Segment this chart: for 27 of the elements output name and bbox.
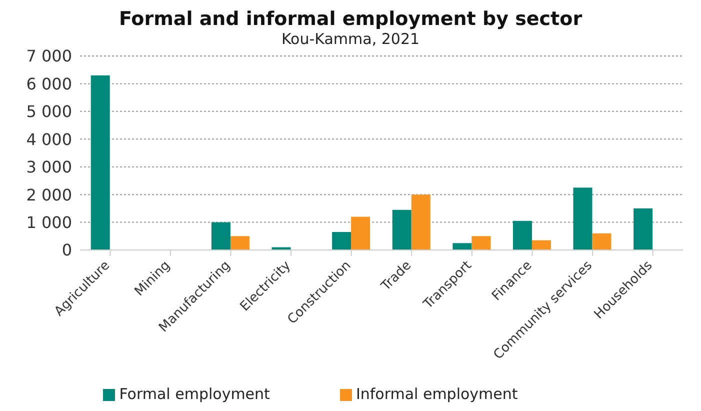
bar bbox=[392, 210, 412, 250]
bar bbox=[634, 208, 653, 250]
bar bbox=[90, 75, 110, 250]
bar bbox=[592, 233, 612, 250]
chart-subtitle: Kou-Kamma, 2021 bbox=[280, 30, 421, 48]
bar bbox=[512, 220, 532, 250]
y-tick-label: 5 000 bbox=[26, 102, 72, 122]
bar bbox=[272, 247, 291, 250]
bar bbox=[532, 240, 551, 250]
bar bbox=[452, 243, 472, 250]
y-tick-label: 0 bbox=[62, 240, 72, 260]
y-tick-label: 4 000 bbox=[26, 130, 72, 149]
y-tick-label: 7 000 bbox=[26, 46, 72, 66]
chart-title: Formal and informal employment by sector bbox=[118, 8, 584, 30]
bar bbox=[411, 194, 430, 250]
y-tick-label: 6 000 bbox=[26, 74, 72, 94]
bar bbox=[351, 216, 370, 250]
bar bbox=[472, 236, 491, 250]
legend-label: Formal employment bbox=[119, 385, 270, 403]
bar bbox=[573, 188, 592, 250]
y-tick-label: 3 000 bbox=[26, 158, 72, 177]
bar bbox=[230, 236, 250, 250]
bar bbox=[332, 232, 352, 250]
legend-label: Informal employment bbox=[356, 385, 518, 403]
y-tick-label: 2 000 bbox=[26, 185, 72, 204]
y-tick-label: 1 000 bbox=[26, 212, 72, 232]
bar bbox=[211, 222, 230, 250]
